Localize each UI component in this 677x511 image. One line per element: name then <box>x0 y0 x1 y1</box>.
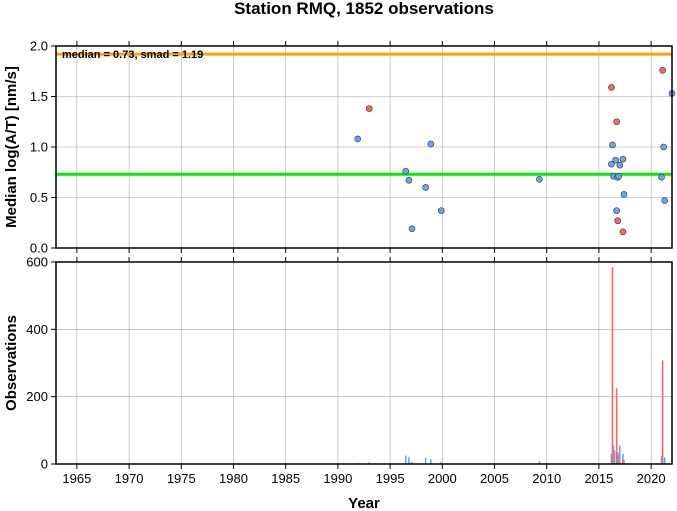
x-tick-label: 1995 <box>376 471 405 486</box>
bottom-y-axis-label: Observations <box>3 315 20 411</box>
histogram-bar <box>611 267 614 464</box>
data-point <box>405 177 413 184</box>
x-tick-label: 2015 <box>584 471 613 486</box>
top-y-axis-label: Median log(A/T) [nm/s] <box>3 66 20 228</box>
histogram-bar <box>615 388 618 464</box>
histogram-bar <box>430 459 432 464</box>
data-point <box>658 174 665 181</box>
data-point <box>536 176 543 183</box>
histogram-bar <box>440 461 443 464</box>
histogram-bar <box>618 445 621 464</box>
y-tick-label: 2.0 <box>30 39 48 54</box>
data-point <box>615 172 623 180</box>
histogram-bar <box>610 453 613 464</box>
y-tick-label: 0.5 <box>30 190 48 205</box>
histogram-bar <box>616 452 619 464</box>
data-point <box>613 118 620 126</box>
data-point <box>422 184 429 191</box>
histogram-bar <box>612 445 615 464</box>
data-point <box>365 105 373 112</box>
top-reference-lines <box>56 52 672 176</box>
histogram-bar <box>424 457 427 464</box>
bottom-frame <box>55 261 673 465</box>
x-tick-label: 2020 <box>637 471 666 486</box>
histogram-bar <box>622 458 624 464</box>
data-point <box>660 143 667 151</box>
data-point <box>661 197 668 204</box>
y-tick-label: 1.5 <box>30 89 48 104</box>
y-tick-label: 0.0 <box>30 241 48 256</box>
data-point <box>609 141 616 149</box>
x-tick-label: 1985 <box>271 471 300 486</box>
y-tick-label: 0 <box>41 457 48 472</box>
x-tick-label: 2000 <box>428 471 457 486</box>
bottom-bars <box>356 267 673 464</box>
data-point <box>608 84 615 91</box>
data-point <box>659 66 666 74</box>
x-tick-label: 2010 <box>532 471 561 486</box>
x-tick-label: 1975 <box>167 471 196 486</box>
data-point <box>402 167 410 175</box>
histogram-bar <box>404 455 407 464</box>
bottom-ticks: 1965 1970 1975 1980 1985 1990 1995 2000 2005 2010… <box>26 255 665 487</box>
top-ticks: 0.0 0.5 1.0 1.5 2.0 <box>30 39 652 256</box>
y-tick-label: 400 <box>26 322 48 337</box>
data-point <box>619 228 627 236</box>
top-grid <box>56 45 672 249</box>
bottom-grid <box>56 261 672 465</box>
histogram-bar <box>663 457 666 464</box>
x-tick-label: 1990 <box>323 471 352 486</box>
histogram-bar <box>660 455 663 464</box>
top-points <box>354 66 676 236</box>
histogram-bar <box>368 462 371 464</box>
data-point <box>614 217 622 225</box>
data-point <box>616 161 624 169</box>
chart-title: Station RMQ, 1852 observations <box>234 0 494 18</box>
y-tick-label: 600 <box>26 255 48 270</box>
data-point <box>620 191 628 198</box>
data-point <box>354 135 362 143</box>
histogram-bar <box>613 450 616 464</box>
histogram-bar <box>411 461 413 464</box>
data-point <box>613 207 620 214</box>
x-tick-label: 2005 <box>480 471 509 486</box>
data-point <box>437 207 445 214</box>
histogram-bar <box>623 459 625 464</box>
data-point <box>427 140 435 148</box>
median-annotation: median = 0.73, smad = 1.19 <box>62 49 203 61</box>
histogram-bar <box>538 461 541 464</box>
x-tick-label: 1965 <box>62 471 91 486</box>
top-panel: median = 0.73, smad = 1.19 0.0 0.5 1.0 1.5 2… <box>3 39 676 256</box>
y-tick-label: 200 <box>26 389 48 404</box>
x-tick-label: 1980 <box>219 471 248 486</box>
data-point <box>408 225 416 233</box>
data-point <box>612 156 619 164</box>
data-point <box>619 155 627 163</box>
histogram-bar <box>408 457 410 464</box>
y-tick-label: 1.0 <box>30 140 48 155</box>
histogram-bar <box>661 360 664 464</box>
bottom-panel: 1965 1970 1975 1980 1985 1990 1995 2000 2005 2010… <box>3 255 673 487</box>
histogram-bar <box>617 454 620 464</box>
data-point <box>608 160 615 168</box>
x-axis-label: Year <box>348 495 380 511</box>
x-tick-label: 1970 <box>115 471 144 486</box>
